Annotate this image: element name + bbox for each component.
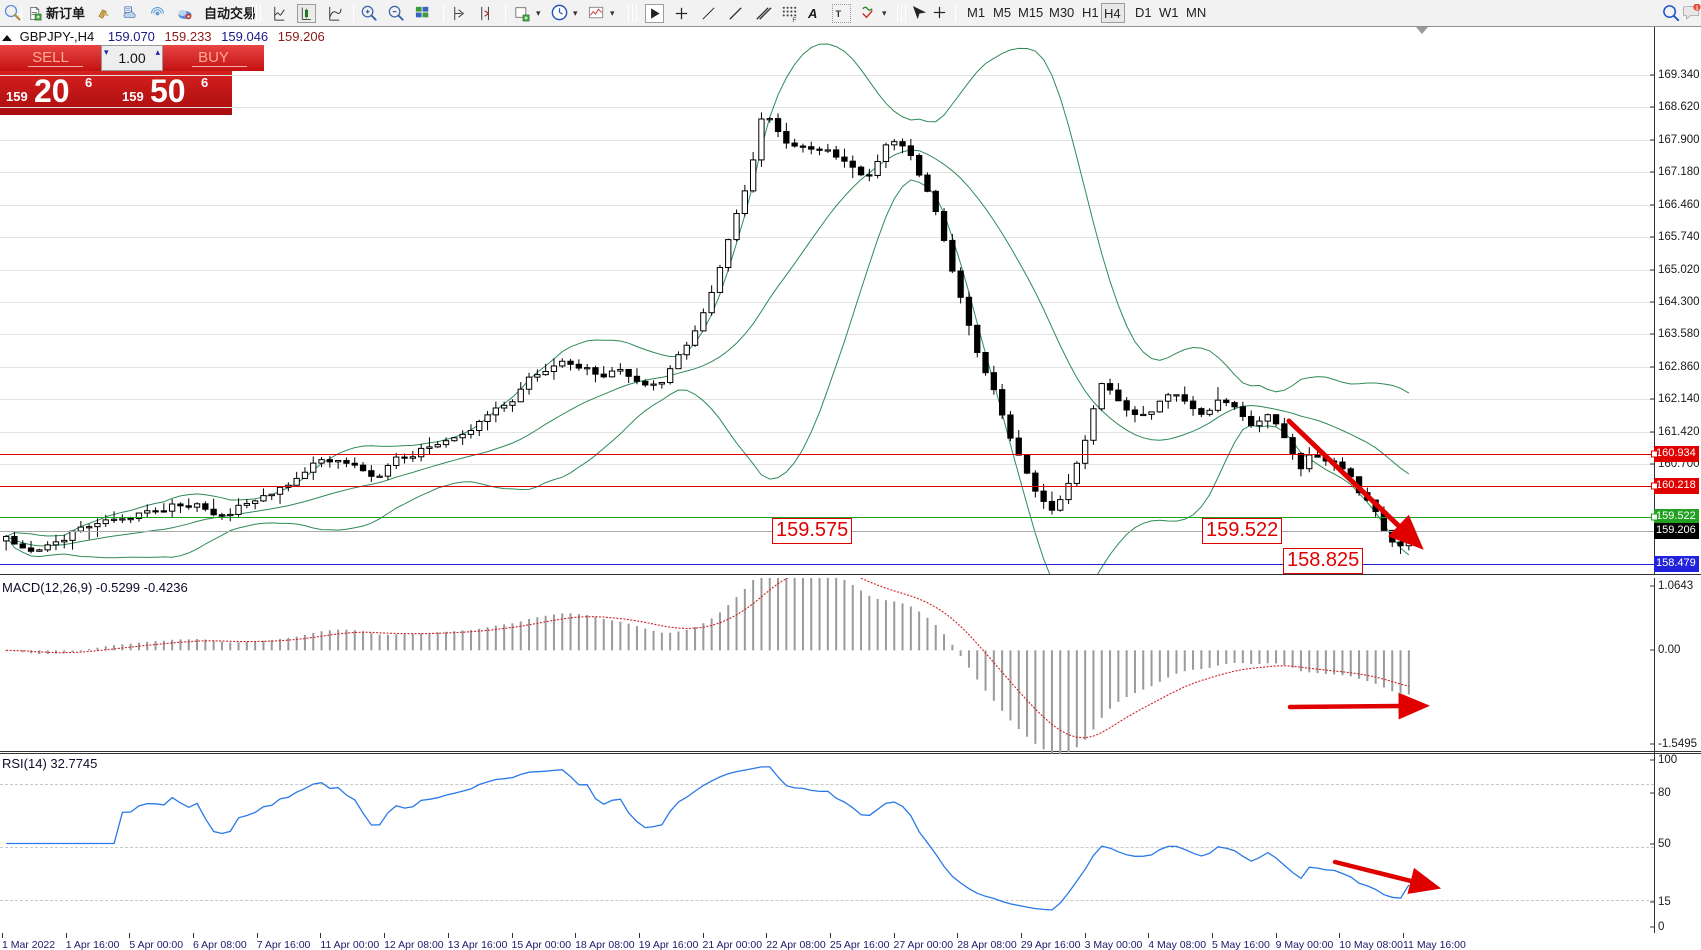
- svg-text:F: F: [792, 17, 796, 23]
- svg-text:T: T: [836, 9, 842, 19]
